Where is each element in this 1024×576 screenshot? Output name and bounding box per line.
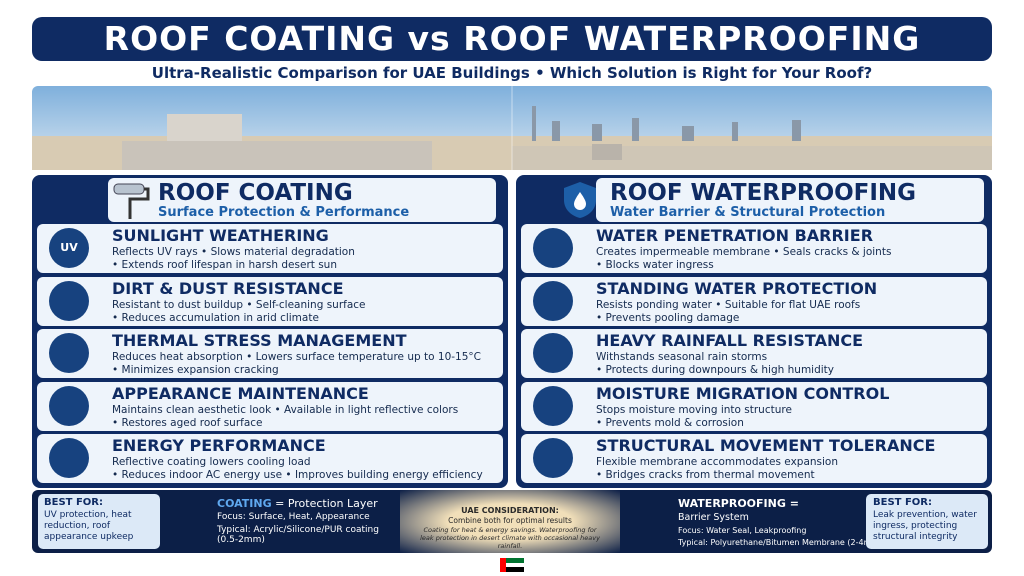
- subtitle: Ultra-Realistic Comparison for UAE Build…: [151, 64, 873, 82]
- coating-focus: Focus: Surface, Heat, Appearance: [217, 512, 370, 522]
- item-line: • Protects during downpours & high humid…: [596, 364, 834, 376]
- item-icon: [49, 280, 89, 321]
- wp-heading: WATERPROOFING =: [678, 497, 799, 510]
- item-icon: [533, 280, 573, 321]
- coating-word: COATING: [217, 497, 272, 510]
- best-text: Leak prevention, water ingress, protecti…: [873, 510, 977, 542]
- uae-flag: [500, 558, 524, 572]
- item-line: Reduces heat absorption • Lowers surface…: [112, 351, 481, 363]
- item-line: • Bridges cracks from thermal movement: [596, 469, 815, 481]
- item-line: • Minimizes expansion cracking: [112, 364, 279, 376]
- item-line: • Prevents pooling damage: [596, 311, 740, 324]
- item-line: Resistant to dust buildup • Self-cleanin…: [112, 298, 366, 311]
- roller-icon: [113, 183, 150, 219]
- wp-best-box: [866, 494, 988, 549]
- item-line: Withstands seasonal rain storms: [596, 351, 768, 363]
- item-title: THERMAL STRESS MANAGEMENT: [112, 331, 407, 350]
- best-text: UV protection, heat reduction, roof appe…: [44, 510, 134, 542]
- item-line: • Extends roof lifespan in harsh desert …: [112, 259, 337, 271]
- coating-typical: Typical: Acrylic/Silicone/PUR coating (0…: [217, 525, 379, 545]
- item-card: [521, 381, 987, 431]
- item-title: APPEARANCE MAINTENANCE: [112, 383, 369, 403]
- item-line: Reflects UV rays • Slows material degrad…: [112, 246, 355, 258]
- item-line: Stops moisture moving into structure: [596, 403, 792, 416]
- item-icon: [533, 385, 573, 426]
- shield-icon: [564, 182, 596, 218]
- uae-heading: UAE CONSIDERATION:: [461, 506, 559, 515]
- item-icon: [533, 228, 573, 268]
- item-icon: [533, 438, 573, 478]
- item-title: SUNLIGHT WEATHERING: [112, 226, 329, 245]
- item-card: [521, 329, 987, 378]
- item-line: • Reduces indoor AC energy use • Improve…: [112, 469, 483, 481]
- item-card: [37, 276, 503, 326]
- coating-header: [108, 178, 496, 222]
- coating-best-box: [38, 494, 160, 549]
- item-card: [37, 224, 503, 273]
- wp-typical: Typical: Polyurethane/Bitumen Membrane (…: [678, 538, 883, 547]
- best-heading: BEST FOR:: [44, 497, 103, 508]
- item-icon: [49, 438, 89, 478]
- item-title: DIRT & DUST RESISTANCE: [112, 278, 344, 298]
- best-heading: BEST FOR:: [873, 497, 932, 508]
- item-line: Flexible membrane accommodates expansion: [596, 456, 839, 468]
- item-line: • Restores aged roof surface: [112, 416, 263, 429]
- item-card: [521, 276, 987, 326]
- waterproofing-header: [596, 178, 984, 222]
- item-card: [521, 224, 987, 273]
- uae-box: [400, 490, 620, 553]
- item-line: Reflective coating lowers cooling load: [112, 456, 311, 468]
- coating-eq: COATING = Protection Layer: [217, 497, 378, 510]
- item-title: HEAVY RAINFALL RESISTANCE: [596, 331, 864, 350]
- item-line: Resists ponding water • Suitable for fla…: [596, 298, 861, 311]
- coating-subtitle: Surface Protection & Performance: [158, 205, 410, 220]
- item-line: • Reduces accumulation in arid climate: [112, 311, 319, 324]
- item-line: • Blocks water ingress: [596, 259, 714, 271]
- roof-photo: [32, 86, 992, 170]
- item-title: WATER PENETRATION BARRIER: [596, 226, 874, 245]
- item-line: Maintains clean aesthetic look • Availab…: [112, 403, 459, 416]
- wp-equals: Barrier System: [678, 512, 749, 523]
- coating-title: ROOF COATING: [158, 180, 353, 206]
- uae-line1: Combine both for optimal results: [448, 516, 572, 525]
- item-icon: [533, 333, 573, 373]
- item-line: • Prevents mold & corrosion: [596, 416, 744, 429]
- title: ROOF COATING vs ROOF WATERPROOFING: [32, 17, 992, 61]
- item-card: [521, 434, 987, 483]
- waterproofing-title: ROOF WATERPROOFING: [610, 180, 917, 206]
- item-card: [37, 434, 503, 483]
- waterproofing-subtitle: Water Barrier & Structural Protection: [610, 205, 886, 220]
- item-title: ENERGY PERFORMANCE: [112, 436, 326, 455]
- coating-eq-text: = Protection Layer: [275, 497, 378, 510]
- item-card: [37, 329, 503, 378]
- item-title: MOISTURE MIGRATION CONTROL: [596, 383, 890, 403]
- wp-focus: Focus: Water Seal, Leakproofing: [678, 526, 807, 535]
- item-title: STRUCTURAL MOVEMENT TOLERANCE: [596, 436, 936, 455]
- item-card: [37, 381, 503, 431]
- item-line: Creates impermeable membrane • Seals cra…: [596, 246, 892, 258]
- item-icon: UV: [49, 228, 89, 268]
- uae-line2: Coating for heat & energy savings. Water…: [420, 526, 600, 550]
- item-icon: [49, 333, 89, 373]
- item-title: STANDING WATER PROTECTION: [596, 278, 878, 298]
- item-icon: [49, 385, 89, 426]
